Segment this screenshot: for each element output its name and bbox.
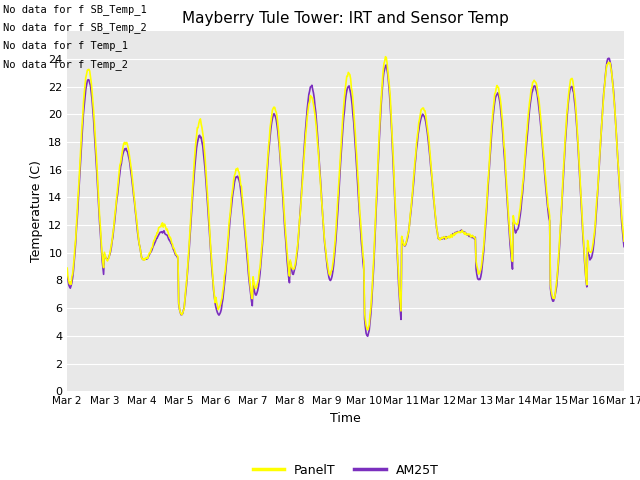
Text: No data for f Temp_1: No data for f Temp_1 [3, 40, 128, 51]
Y-axis label: Temperature (C): Temperature (C) [29, 160, 42, 262]
Text: No data for f Temp_2: No data for f Temp_2 [3, 59, 128, 70]
Text: No data for f SB_Temp_1: No data for f SB_Temp_1 [3, 4, 147, 15]
Title: Mayberry Tule Tower: IRT and Sensor Temp: Mayberry Tule Tower: IRT and Sensor Temp [182, 11, 509, 26]
X-axis label: Time: Time [330, 412, 361, 425]
Text: No data for f SB_Temp_2: No data for f SB_Temp_2 [3, 22, 147, 33]
Legend: PanelT, AM25T: PanelT, AM25T [248, 459, 444, 480]
